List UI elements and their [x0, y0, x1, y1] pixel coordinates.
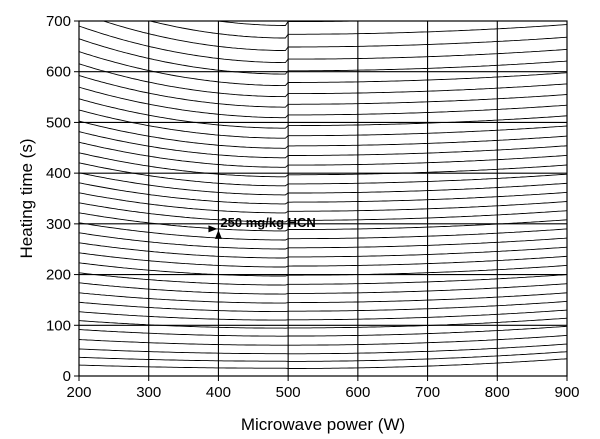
y-tick-label: 600: [46, 64, 71, 81]
contour-line: [79, 358, 567, 369]
contour-line: [79, 162, 567, 187]
contour-line: [79, 202, 567, 223]
annotation-arrow-up: [214, 229, 222, 239]
x-axis-ticks: 200 300 400 500 600 700 800 900: [66, 376, 580, 401]
y-tick-label: 100: [46, 317, 71, 334]
contour-line: [79, 343, 567, 355]
contour-line: [79, 120, 567, 149]
contour-line: [79, 317, 567, 329]
contour-line: [79, 252, 567, 268]
contour-line: [79, 282, 567, 295]
annotation: 250 mg/kg HCN: [208, 215, 316, 239]
contour-line: [79, 232, 567, 250]
contour-line: [79, 182, 567, 205]
x-tick-label: 300: [136, 384, 161, 401]
contour-line: [102, 21, 567, 52]
contour-line: [79, 51, 567, 87]
contour-line: [79, 242, 567, 259]
x-tick-label: 600: [345, 384, 370, 401]
contour-line: [79, 292, 567, 304]
contour-lines: [79, 21, 567, 369]
y-tick-label: 0: [63, 368, 71, 385]
contour-line: [79, 98, 567, 129]
contour-line: [79, 25, 567, 64]
contour-line: [79, 222, 567, 241]
y-tick-label: 400: [46, 165, 71, 182]
y-tick-label: 500: [46, 114, 71, 131]
contour-line: [79, 131, 567, 159]
annotation-arrow-right: [208, 225, 218, 233]
contour-line: [79, 75, 567, 108]
contour-line: [79, 63, 567, 98]
y-axis-ticks: 0 100 200 300 400 500 600 700: [46, 13, 79, 385]
contour-line: [79, 334, 567, 346]
y-tick-label: 300: [46, 216, 71, 233]
x-axis-title: Microwave power (W): [241, 415, 405, 434]
contour-line: [79, 351, 567, 362]
y-tick-label: 700: [46, 13, 71, 30]
annotation-label: 250 mg/kg HCN: [220, 215, 315, 230]
contour-line: [79, 272, 567, 286]
contour-line: [79, 152, 567, 178]
contour-line: [79, 325, 567, 337]
contour-line: [79, 86, 567, 119]
contour-line: [79, 300, 567, 313]
contour-line: [79, 38, 567, 75]
x-tick-label: 700: [415, 384, 440, 401]
contour-line: [148, 21, 567, 39]
y-tick-label: 200: [46, 267, 71, 284]
plot-frame: [78, 20, 568, 377]
contour-line: [79, 192, 567, 214]
contour-line: [79, 309, 567, 321]
x-tick-label: 200: [66, 384, 91, 401]
y-axis-title: Heating time (s): [17, 139, 36, 259]
x-tick-label: 900: [554, 384, 579, 401]
contour-line: [79, 109, 567, 139]
contour-line: [79, 212, 567, 232]
contour-line: [79, 172, 567, 196]
x-tick-label: 400: [206, 384, 231, 401]
contour-line: [79, 141, 567, 168]
x-tick-label: 500: [276, 384, 301, 401]
contour-line: [79, 262, 567, 277]
x-tick-label: 800: [485, 384, 510, 401]
